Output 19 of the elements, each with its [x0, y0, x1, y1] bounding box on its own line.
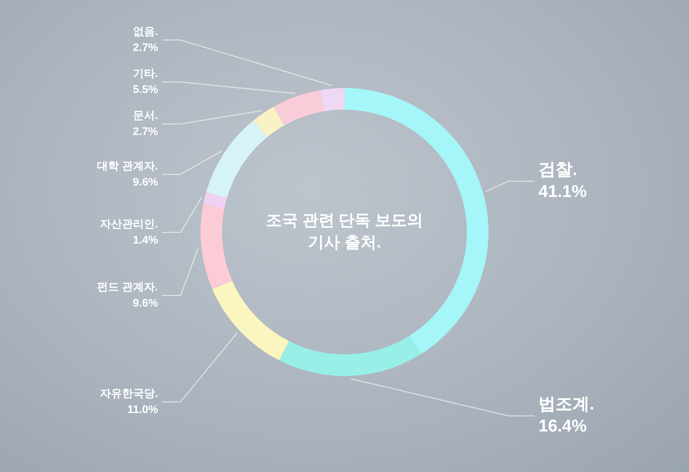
- slice-label: 문서.: [132, 110, 158, 122]
- data-label: 1.4%: [132, 234, 158, 246]
- data-label: 16.4%: [538, 416, 587, 436]
- slice-label: 없음.: [132, 26, 158, 38]
- slice-label: 자유한국당.: [100, 388, 158, 400]
- slice-label: 펀드 관계자.: [96, 282, 158, 294]
- slice-label: 자산관리인.: [100, 218, 158, 230]
- data-label: 2.7%: [132, 42, 158, 54]
- slice-label: 법조계.: [538, 394, 594, 414]
- data-label: 9.6%: [132, 176, 158, 188]
- data-label: 2.7%: [132, 126, 158, 138]
- data-label: 9.6%: [132, 298, 158, 310]
- data-label: 41.1%: [538, 182, 587, 201]
- slice-label: 대학 관계자.: [96, 160, 158, 172]
- slice-label: 기타.: [132, 68, 158, 80]
- data-label: 11.0%: [127, 404, 158, 416]
- text: 조국 관련 단독 보도의 기사 출처.: [266, 212, 424, 252]
- data-label: 5.5%: [132, 84, 158, 96]
- slice-label: 검찰.: [538, 160, 578, 179]
